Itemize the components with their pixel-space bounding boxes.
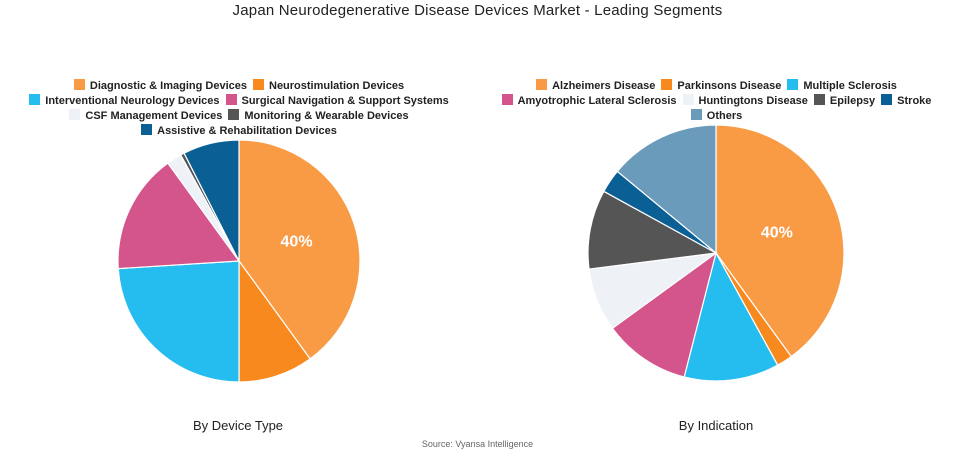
slice-data-label: 40% (761, 224, 793, 241)
pie-slice (611, 251, 717, 378)
legend-swatch (228, 109, 240, 120)
legend-item: Multiple Sclerosis (787, 79, 897, 94)
legend-item: Epilepsy (813, 94, 876, 109)
legend-item: Neurostimulation Devices (253, 79, 404, 94)
legend-label: Interventional Neurology Devices (45, 95, 220, 107)
legend-item: Assistive & Rehabilitation Devices (141, 124, 337, 139)
pie-slice (683, 251, 779, 382)
legend-swatch (661, 79, 673, 90)
legend-swatch (682, 94, 694, 105)
legend-label: Assistive & Rehabilitation Devices (157, 125, 337, 137)
legend-swatch (73, 79, 85, 90)
legend-swatch (813, 94, 825, 105)
pie-slice (183, 139, 240, 262)
legend-swatch (253, 79, 264, 90)
legend-item: Parkinsons Disease (661, 79, 781, 94)
legend-swatch (69, 109, 81, 120)
legend-label: Multiple Sclerosis (803, 80, 897, 92)
legend-swatch (141, 124, 153, 135)
pie-chart-indication: 40% (587, 124, 845, 382)
caption-indication: By Indication (678, 418, 754, 433)
legend-label: Neurostimulation Devices (269, 80, 405, 92)
legend-label: CSF Management Devices (85, 110, 223, 122)
legend-item: CSF Management Devices (69, 109, 222, 124)
legend-swatch (501, 94, 513, 105)
legend-item: Huntingtons Disease (682, 94, 808, 109)
pie-slice (117, 260, 240, 383)
legend-item: Alzheimers Disease (536, 79, 655, 94)
chart-title: Japan Neurodegenerative Disease Devices … (232, 2, 723, 19)
pie-slice (715, 124, 845, 358)
legend-swatch (536, 79, 548, 90)
legend-label: Parkinsons Disease (677, 80, 782, 92)
legend-item: Stroke (881, 94, 931, 109)
legend-item: Interventional Neurology Devices (29, 94, 220, 109)
legend-label: Diagnostic & Imaging Devices (89, 80, 247, 92)
legend-label: Alzheimers Disease (552, 80, 656, 92)
pie-slice (616, 124, 717, 255)
legend-swatch (225, 94, 237, 105)
legend-device-type: Diagnostic & Imaging Devices Neurostimula… (0, 79, 478, 139)
pie-slice (117, 162, 241, 270)
source-note: Source: Vyansa Intelligence (421, 439, 534, 449)
legend-item: Others (690, 109, 743, 124)
legend-indication: Alzheimers Disease Parkinsons Disease Mult… (478, 79, 955, 124)
legend-label: Stroke (897, 95, 932, 107)
legend-swatch (881, 94, 893, 105)
slice-data-label: 40% (281, 234, 313, 251)
legend-item: Monitoring & Wearable Devices (228, 109, 409, 124)
pie-slice (587, 190, 718, 270)
legend-swatch (690, 109, 702, 120)
legend-label: Amyotrophic Lateral Sclerosis (517, 95, 677, 107)
legend-label: Huntingtons Disease (698, 95, 808, 107)
legend-label: Monitoring & Wearable Devices (244, 110, 409, 122)
pie-chart-device-type: 40% (117, 139, 361, 383)
legend-swatch (787, 79, 799, 90)
legend-swatch (29, 94, 41, 105)
pie-slice (238, 259, 311, 383)
legend-label: Surgical Navigation & Support Systems (241, 95, 449, 107)
legend-label: Others (706, 110, 743, 122)
legend-item: Diagnostic & Imaging Devices (73, 79, 247, 94)
legend-item: Amyotrophic Lateral Sclerosis (501, 94, 677, 109)
pie-slice (238, 139, 361, 360)
legend-item: Surgical Navigation & Support Systems (225, 94, 449, 109)
caption-device-type: By Device Type (192, 418, 284, 433)
legend-label: Epilepsy (829, 95, 876, 107)
